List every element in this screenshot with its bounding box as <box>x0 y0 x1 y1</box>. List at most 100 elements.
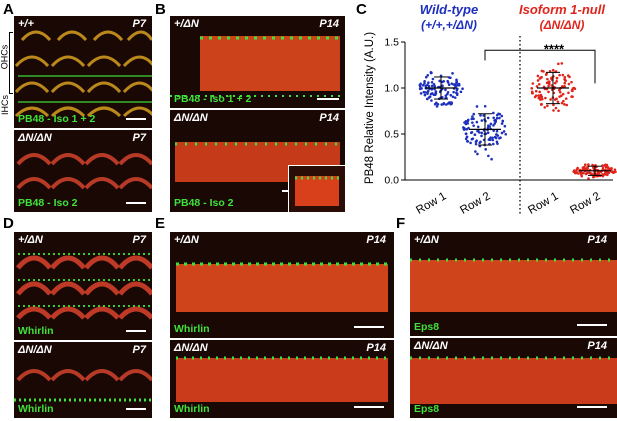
data-point <box>475 139 478 142</box>
data-point <box>453 96 457 99</box>
data-point <box>543 106 547 109</box>
stain-label: Eps8 <box>414 403 440 415</box>
data-point <box>493 122 497 125</box>
scale-bar <box>126 202 146 204</box>
data-point <box>434 90 438 93</box>
data-point <box>427 81 430 85</box>
data-point <box>425 97 429 101</box>
data-point <box>430 87 434 91</box>
panel-b-top-image: +/ΔN P14 PB48 - Iso 1 + 2 <box>170 16 345 108</box>
data-point <box>495 140 499 144</box>
significance-bracket <box>484 49 596 84</box>
data-point <box>465 135 469 139</box>
data-point <box>574 171 577 175</box>
y-tick-label: 0.0 <box>384 175 399 187</box>
stain-label: Whirlin <box>18 403 54 415</box>
stain-label: PB48 - Iso 1 + 2 <box>174 93 252 105</box>
data-point <box>451 95 455 99</box>
stain-label: Eps8 <box>414 321 440 333</box>
data-point <box>534 89 538 93</box>
genotype-label: ΔN/ΔN <box>174 342 208 354</box>
data-point <box>446 79 449 83</box>
data-point <box>457 83 461 87</box>
data-point <box>530 87 534 90</box>
data-point <box>553 98 557 101</box>
null-group-title: Isoform 1-null <box>519 2 605 17</box>
data-point <box>580 174 584 178</box>
data-point <box>486 126 490 130</box>
data-point <box>536 74 540 78</box>
stereocilia-illustration <box>410 258 617 312</box>
panel-b-bottom-image: ΔN/ΔN P14 PB48 - Iso 2 <box>170 110 345 212</box>
inset-image <box>288 165 345 212</box>
data-point <box>475 120 479 124</box>
data-point <box>449 102 453 106</box>
age-label: P14 <box>366 234 386 246</box>
data-point <box>480 134 483 138</box>
data-point <box>552 103 555 107</box>
data-point <box>563 85 566 88</box>
data-point <box>476 152 479 156</box>
data-point <box>469 141 472 145</box>
data-point <box>547 80 551 84</box>
scale-bar <box>577 324 607 326</box>
scale-bar <box>126 408 146 410</box>
data-point <box>551 68 555 72</box>
data-point <box>429 92 433 96</box>
data-point <box>537 94 540 97</box>
data-point <box>531 82 535 85</box>
x-tick-label: Row 2 <box>458 190 492 215</box>
cochlea-rows-illustration <box>16 153 152 190</box>
stain-label: PB48 - Iso 2 <box>18 197 78 209</box>
ohcs-bracket <box>9 32 13 94</box>
data-point <box>444 88 447 92</box>
data-point <box>428 95 432 98</box>
data-point <box>464 120 468 123</box>
data-point <box>495 133 498 136</box>
panel-d-bottom-image: ΔN/ΔN P7 Whirlin <box>14 342 152 418</box>
data-point <box>560 101 564 105</box>
data-point <box>613 168 617 171</box>
data-point <box>431 77 435 81</box>
data-point <box>587 163 590 166</box>
data-point <box>450 82 454 85</box>
data-point <box>449 93 453 97</box>
data-point <box>473 133 477 136</box>
data-point <box>558 91 562 94</box>
genotype-label: +/ΔN <box>174 18 199 30</box>
data-point <box>494 136 498 140</box>
data-point <box>558 73 561 77</box>
data-point <box>423 91 427 94</box>
data-point <box>500 122 504 125</box>
data-point <box>500 131 504 135</box>
data-point <box>563 81 567 85</box>
data-point <box>546 104 549 108</box>
data-point <box>503 124 507 128</box>
panel-a-bottom-image: ΔN/ΔN P7 PB48 - Iso 2 <box>14 130 152 212</box>
data-point <box>494 119 498 123</box>
data-point <box>556 100 560 104</box>
data-point <box>455 81 458 85</box>
data-point <box>426 74 430 77</box>
data-point <box>566 74 570 77</box>
data-point <box>418 85 422 88</box>
wildtype-group-subtitle: (+/+,+/ΔN) <box>421 18 477 32</box>
scale-bar <box>354 406 384 408</box>
data-point <box>601 166 605 170</box>
scatter-chart: Wild-type (+/+,+/ΔN) Isoform 1-null (ΔN/… <box>364 2 617 215</box>
data-point <box>564 79 567 83</box>
x-tick-label: Row 2 <box>568 190 602 215</box>
data-point <box>491 142 495 146</box>
data-point <box>571 87 575 90</box>
data-point <box>549 98 552 101</box>
age-label: P7 <box>132 132 146 144</box>
data-point <box>459 90 463 94</box>
stain-label: Whirlin <box>174 323 210 335</box>
data-point <box>492 129 495 132</box>
data-point <box>432 83 436 86</box>
data-point <box>483 104 487 108</box>
panel-label-d: D <box>3 215 14 232</box>
data-point <box>542 70 545 73</box>
wildtype-group-title: Wild-type <box>420 2 478 17</box>
data-point <box>539 93 543 97</box>
